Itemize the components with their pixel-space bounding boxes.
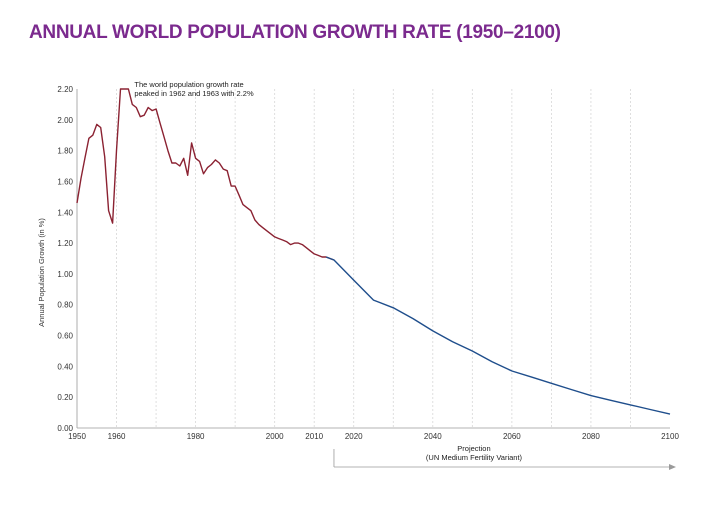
x-tick-label: 1950 xyxy=(68,432,86,441)
y-tick-label: 2.20 xyxy=(57,85,73,94)
y-tick-label: 1.00 xyxy=(57,270,73,279)
projection-label: Projection(UN Medium Fertility Variant) xyxy=(333,444,676,470)
y-tick-label: 1.80 xyxy=(57,147,73,156)
x-tick-label: 1960 xyxy=(108,432,126,441)
y-tick-labels: 0.00 0.20 0.40 0.60 0.80 1.00 1.20 1.40 1.60 1.80… xyxy=(57,85,73,433)
x-tick-label: 2000 xyxy=(266,432,284,441)
y-tick-label: 1.40 xyxy=(57,208,73,217)
projection-label-line: (UN Medium Fertility Variant) xyxy=(426,453,523,462)
projection-arrow-head xyxy=(669,464,676,470)
x-tick-label: 2100 xyxy=(661,432,679,441)
y-tick-label: 0.80 xyxy=(57,301,73,310)
historical-series-line xyxy=(76,88,335,261)
chart-title: ANNUAL WORLD POPULATION GROWTH RATE (195… xyxy=(29,22,561,43)
y-tick-label: 0.00 xyxy=(57,424,73,433)
y-tick-label: 2.00 xyxy=(57,116,73,125)
y-axis-title: Annual Population Growth (in %) xyxy=(37,218,46,327)
y-tick-label: 1.60 xyxy=(57,177,73,186)
x-tick-label: 2020 xyxy=(345,432,363,441)
x-tick-label: 2010 xyxy=(305,432,323,441)
annotation-line: peaked in 1962 and 1963 with 2.2% xyxy=(134,89,254,98)
x-tick-label: 2060 xyxy=(503,432,521,441)
projection-label-line: Projection xyxy=(457,444,490,453)
x-tick-label: 2040 xyxy=(424,432,442,441)
y-tick-label: 0.20 xyxy=(57,393,73,402)
y-tick-label: 0.60 xyxy=(57,332,73,341)
annotation-line: The world population growth rate xyxy=(134,80,243,89)
projection-series-line xyxy=(325,256,671,415)
x-tick-labels: 1950 1960 1980 2000 2010 2020 2040 2060 2080 2100 xyxy=(68,432,679,441)
x-tick-label: 1980 xyxy=(187,432,205,441)
gridlines xyxy=(116,89,631,428)
y-tick-label: 1.20 xyxy=(57,239,73,248)
y-tick-label: 0.40 xyxy=(57,362,73,371)
x-tick-label: 2080 xyxy=(582,432,600,441)
